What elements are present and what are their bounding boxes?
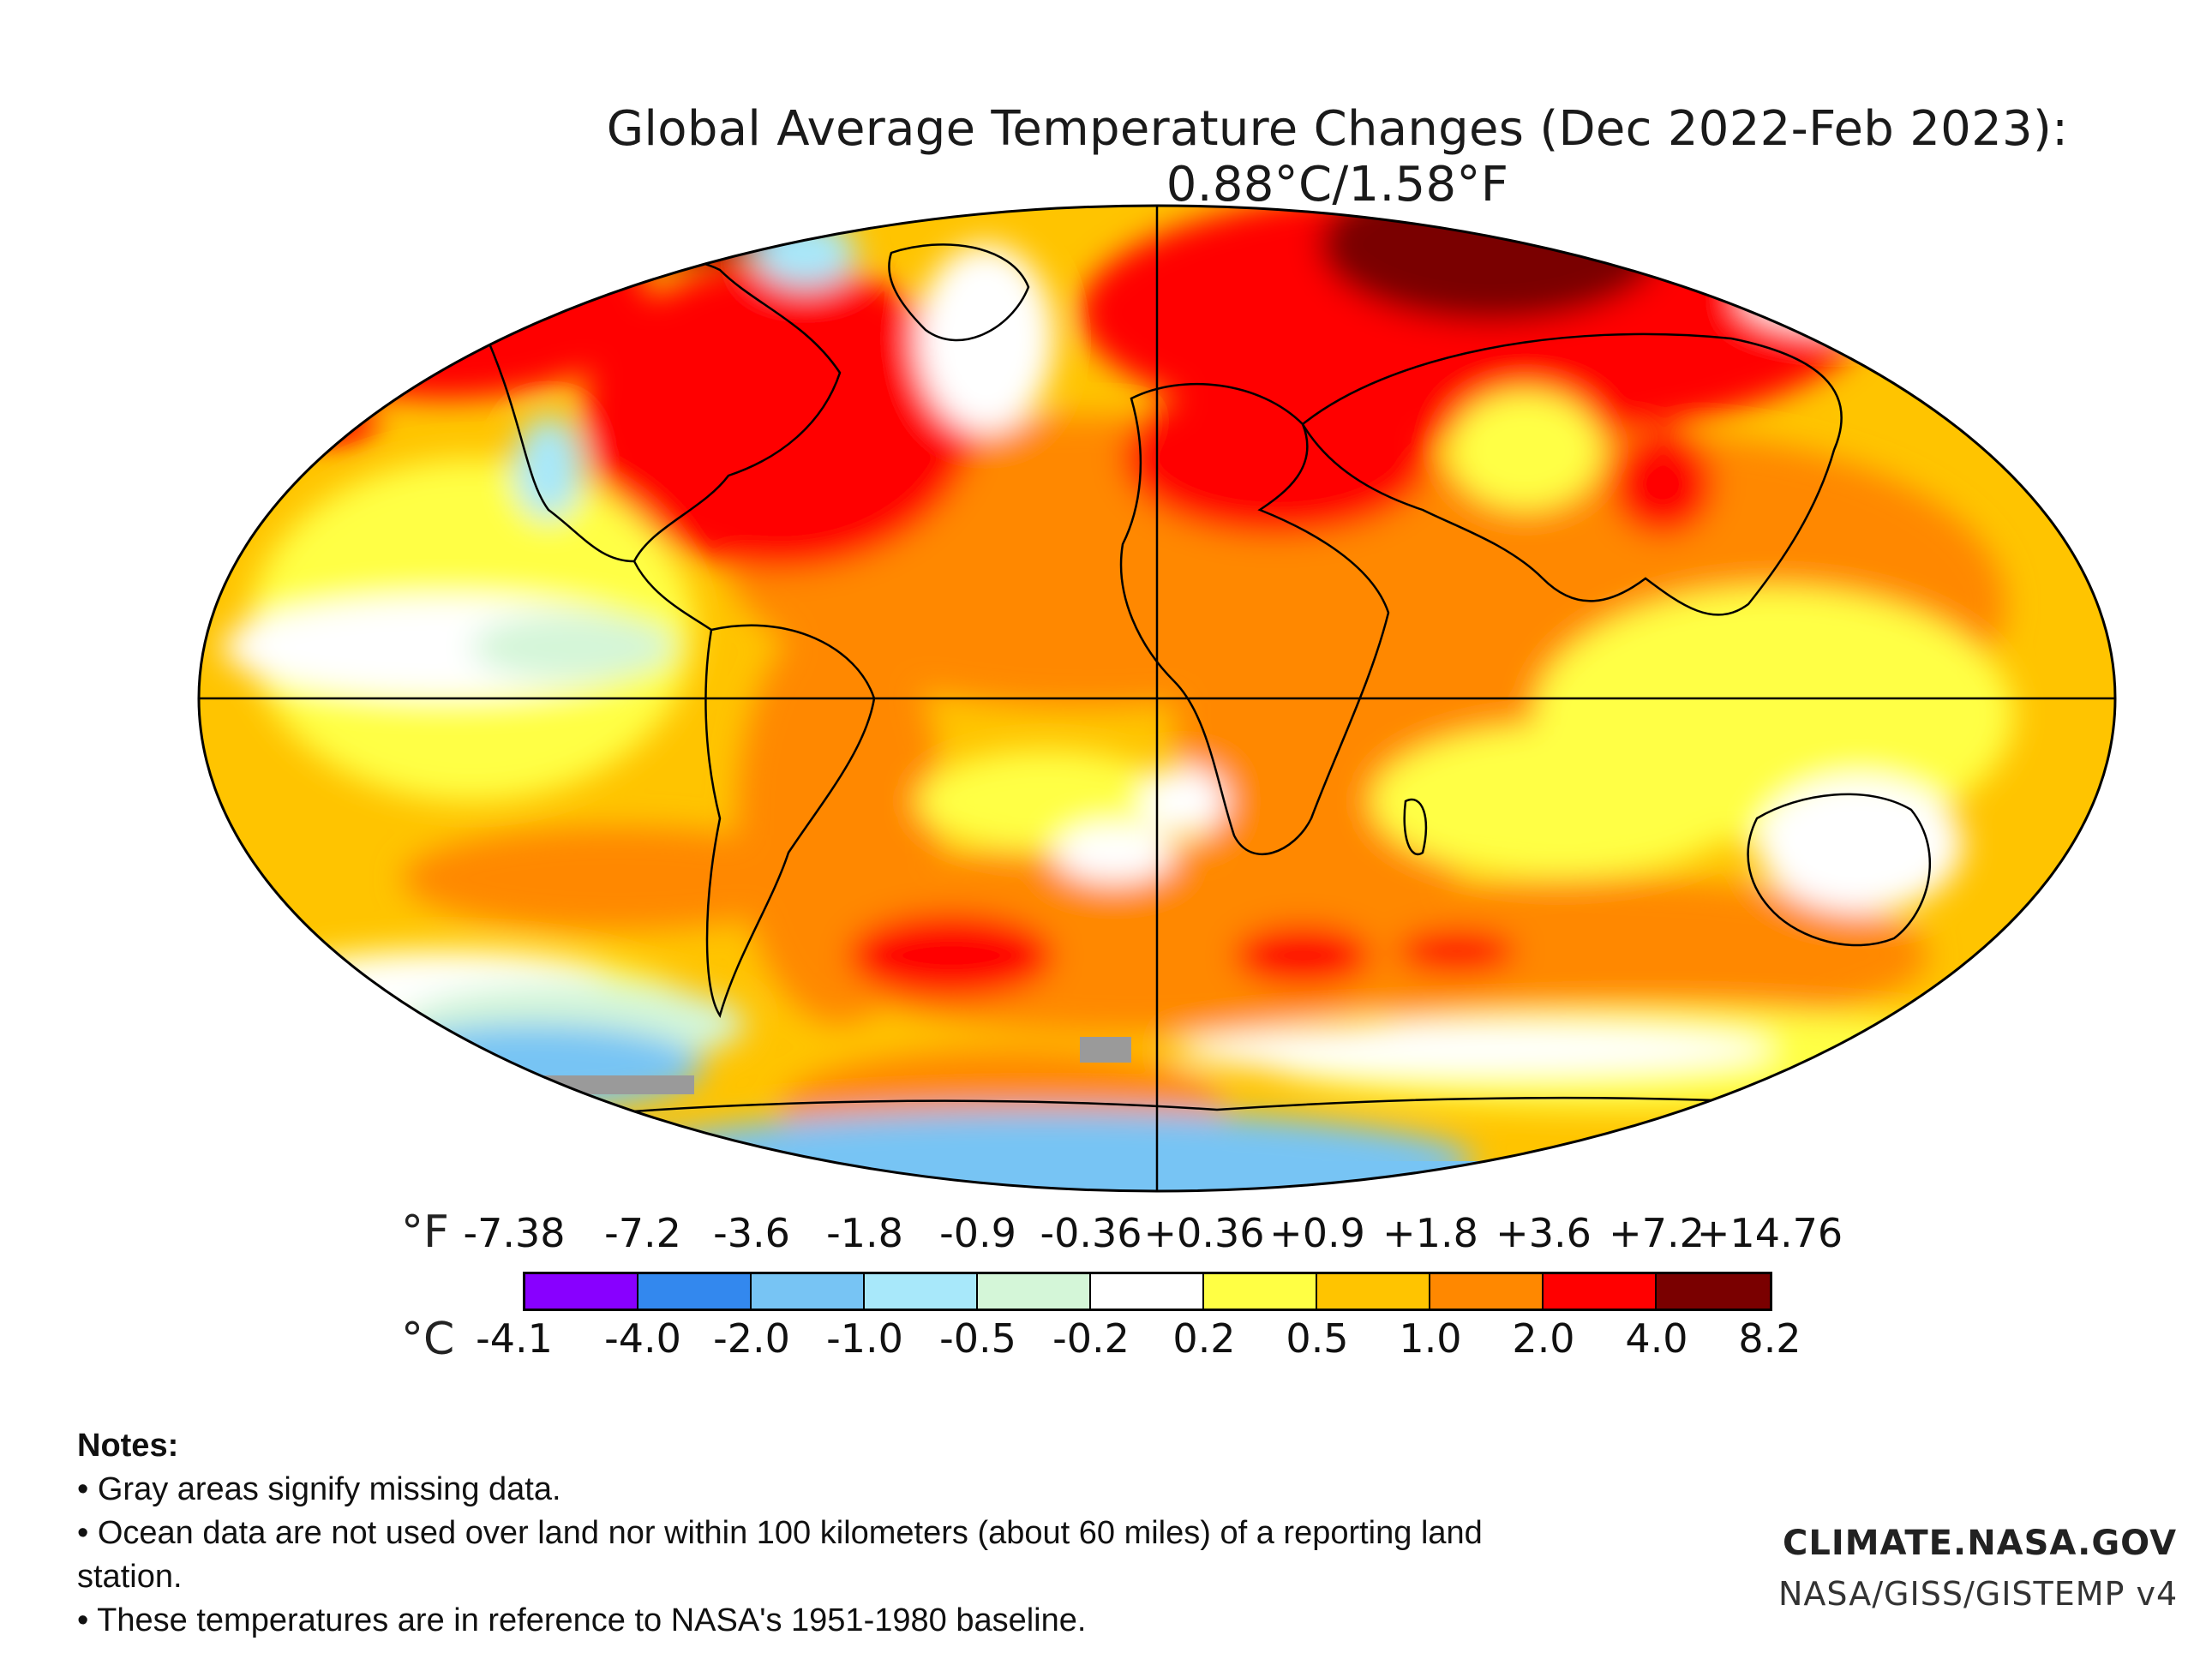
celsius-tick-label: 0.2 [1172,1315,1236,1362]
data-source-credit: NASA/GISS/GISTEMP v4 [1778,1575,2179,1613]
region-southern-ocean-white [1174,1024,1774,1075]
fahrenheit-tick-label: -7.38 [463,1210,566,1256]
color-swatch [1430,1274,1544,1309]
fahrenheit-tick-label: +0.9 [1269,1210,1365,1256]
color-swatch [1091,1274,1204,1309]
missing-data-patch-2 [1080,1037,1131,1063]
region-south-atlantic-red [848,913,1054,998]
coastline-south-america [704,624,876,1018]
color-scale-bar [523,1272,1772,1311]
temperature-anomaly-map [197,204,2117,1193]
fahrenheit-tick-label: -1.8 [826,1210,903,1256]
celsius-tick-label: 0.5 [1286,1315,1349,1362]
fahrenheit-tick-label: -3.6 [713,1210,790,1256]
color-swatch [865,1274,978,1309]
celsius-tick-label: -4.0 [604,1315,681,1362]
region-mongolia-yellow [1448,390,1603,510]
fahrenheit-tick-label: -7.2 [604,1210,681,1256]
fahrenheit-tick-label: +0.36 [1143,1210,1265,1256]
celsius-tick-label: -1.0 [826,1315,903,1362]
coastline-greenland [888,243,1030,342]
note-item: • Gray areas signify missing data. [77,1471,561,1507]
celsius-tick-label: 8.2 [1738,1315,1801,1362]
note-item: • Ocean data are not used over land nor … [77,1515,1483,1595]
color-swatch [752,1274,865,1309]
region-siberia-darkred [1320,206,1663,321]
region-north-pacific-red [291,403,377,446]
region-indian-yellow [1371,724,1748,878]
map-title: Global Average Temperature Changes (Dec … [606,101,2069,213]
celsius-tick-label: -0.2 [1052,1315,1130,1362]
color-swatch [1317,1274,1430,1309]
fahrenheit-tick-label: -0.9 [939,1210,1016,1256]
notes-section: Notes: • Gray areas signify missing data… [77,1424,1534,1643]
fahrenheit-tick-label: +14.76 [1696,1210,1843,1256]
color-swatch [1544,1274,1657,1309]
region-alaska-red [240,210,651,398]
fahrenheit-tick-label: +7.2 [1609,1210,1705,1256]
region-south-indian-orange [1277,878,1928,1033]
color-swatch [638,1274,752,1309]
climate-nasa-logo-text: CLIMATE.NASA.GOV [1783,1524,2178,1563]
celsius-tick-label: -0.5 [939,1315,1016,1362]
region-australia-white [1757,776,1963,913]
coastline-asia [1301,332,1843,616]
fahrenheit-tick-label: -0.36 [1040,1210,1142,1256]
fahrenheit-tick-label: +1.8 [1382,1210,1478,1256]
region-east-pacific-green [471,613,677,681]
region-europe-red [1123,381,1431,536]
celsius-unit-label: °C [401,1314,455,1365]
region-africa-white [1140,767,1226,835]
color-swatch [525,1274,638,1309]
coastline-central-america [632,560,712,632]
celsius-tick-label: -2.0 [713,1315,790,1362]
celsius-tick-label: -4.1 [476,1315,553,1362]
celsius-tick-label: 2.0 [1512,1315,1575,1362]
color-swatch [1204,1274,1317,1309]
coastline-australia [1747,793,1931,947]
region-southern-pacific-blue [360,1024,703,1110]
celsius-tick-label: 4.0 [1625,1315,1688,1362]
region-north-america-red [583,261,977,570]
notes-heading: Notes: [77,1428,179,1464]
region-south-indian-red-2 [1397,930,1517,973]
region-canadian-archipelago-blue [754,219,857,287]
region-central-asia-red [1611,433,1714,536]
region-south-atlantic-white [1054,823,1174,883]
celsius-tick-label: 1.0 [1399,1315,1462,1362]
color-swatch [978,1274,1091,1309]
region-greenland-white [917,244,1054,433]
region-south-indian-red [1234,925,1371,985]
fahrenheit-tick-label: +3.6 [1496,1210,1592,1256]
coastline-madagascar [1403,798,1428,856]
coastline-europe-africa [1119,382,1390,855]
color-swatch [1657,1274,1770,1309]
region-south-pacific-orange [403,827,831,930]
note-item: • These temperatures are in reference to… [77,1602,1087,1638]
region-western-us-blue [514,416,583,518]
fahrenheit-unit-label: °F [401,1207,449,1258]
